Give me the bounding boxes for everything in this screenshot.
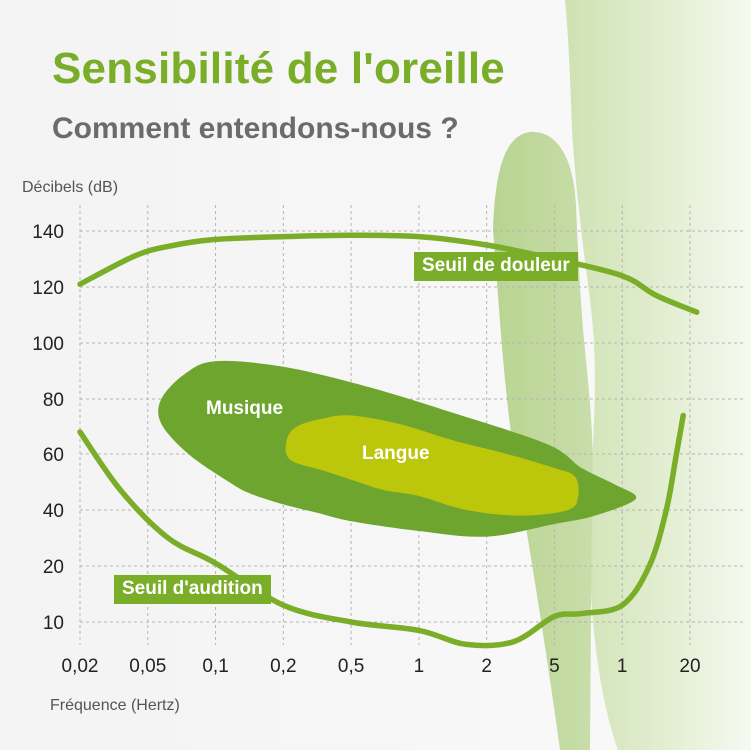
y-tick-label: 20 xyxy=(43,557,64,578)
x-tick-label: 0,2 xyxy=(270,656,296,677)
page-title: Sensibilité de l'oreille xyxy=(52,44,505,93)
y-tick-label: 10 xyxy=(43,613,64,634)
infrasound-blob xyxy=(493,131,593,750)
region-label-musique: Musique xyxy=(206,398,284,419)
page-subtitle: Comment entendons-nous ? xyxy=(52,112,459,145)
x-tick-label: 1 xyxy=(414,656,425,677)
x-tick-label: 1 xyxy=(617,656,628,677)
x-tick-label: 0,05 xyxy=(129,656,166,677)
y-tick-label: 140 xyxy=(32,222,64,243)
y-tick-label: 40 xyxy=(43,501,64,522)
series-label-seuil-audition: Seuil d'audition xyxy=(114,575,271,604)
x-tick-label: 0,02 xyxy=(62,656,99,677)
ultrasound-band xyxy=(565,0,751,750)
y-tick-label: 60 xyxy=(43,445,64,466)
x-tick-label: 5 xyxy=(549,656,560,677)
x-tick-label: 20 xyxy=(679,656,700,677)
x-tick-label: 0,5 xyxy=(338,656,364,677)
region-langue xyxy=(285,415,579,516)
region-label-langue: Langue xyxy=(362,443,430,464)
x-tick-label: 0,1 xyxy=(202,656,228,677)
y-tick-label: 80 xyxy=(43,390,64,411)
x-tick-label: 2 xyxy=(481,656,492,677)
x-axis-label: Fréquence (Hertz) xyxy=(50,697,180,714)
y-tick-label: 120 xyxy=(32,278,64,299)
curve-seuil-audition xyxy=(77,412,686,649)
curve-seuil-douleur xyxy=(77,232,700,315)
y-axis-label: Décibels (dB) xyxy=(22,179,119,196)
series-label-seuil-douleur: Seuil de douleur xyxy=(414,252,578,281)
y-tick-label: 100 xyxy=(32,334,64,355)
